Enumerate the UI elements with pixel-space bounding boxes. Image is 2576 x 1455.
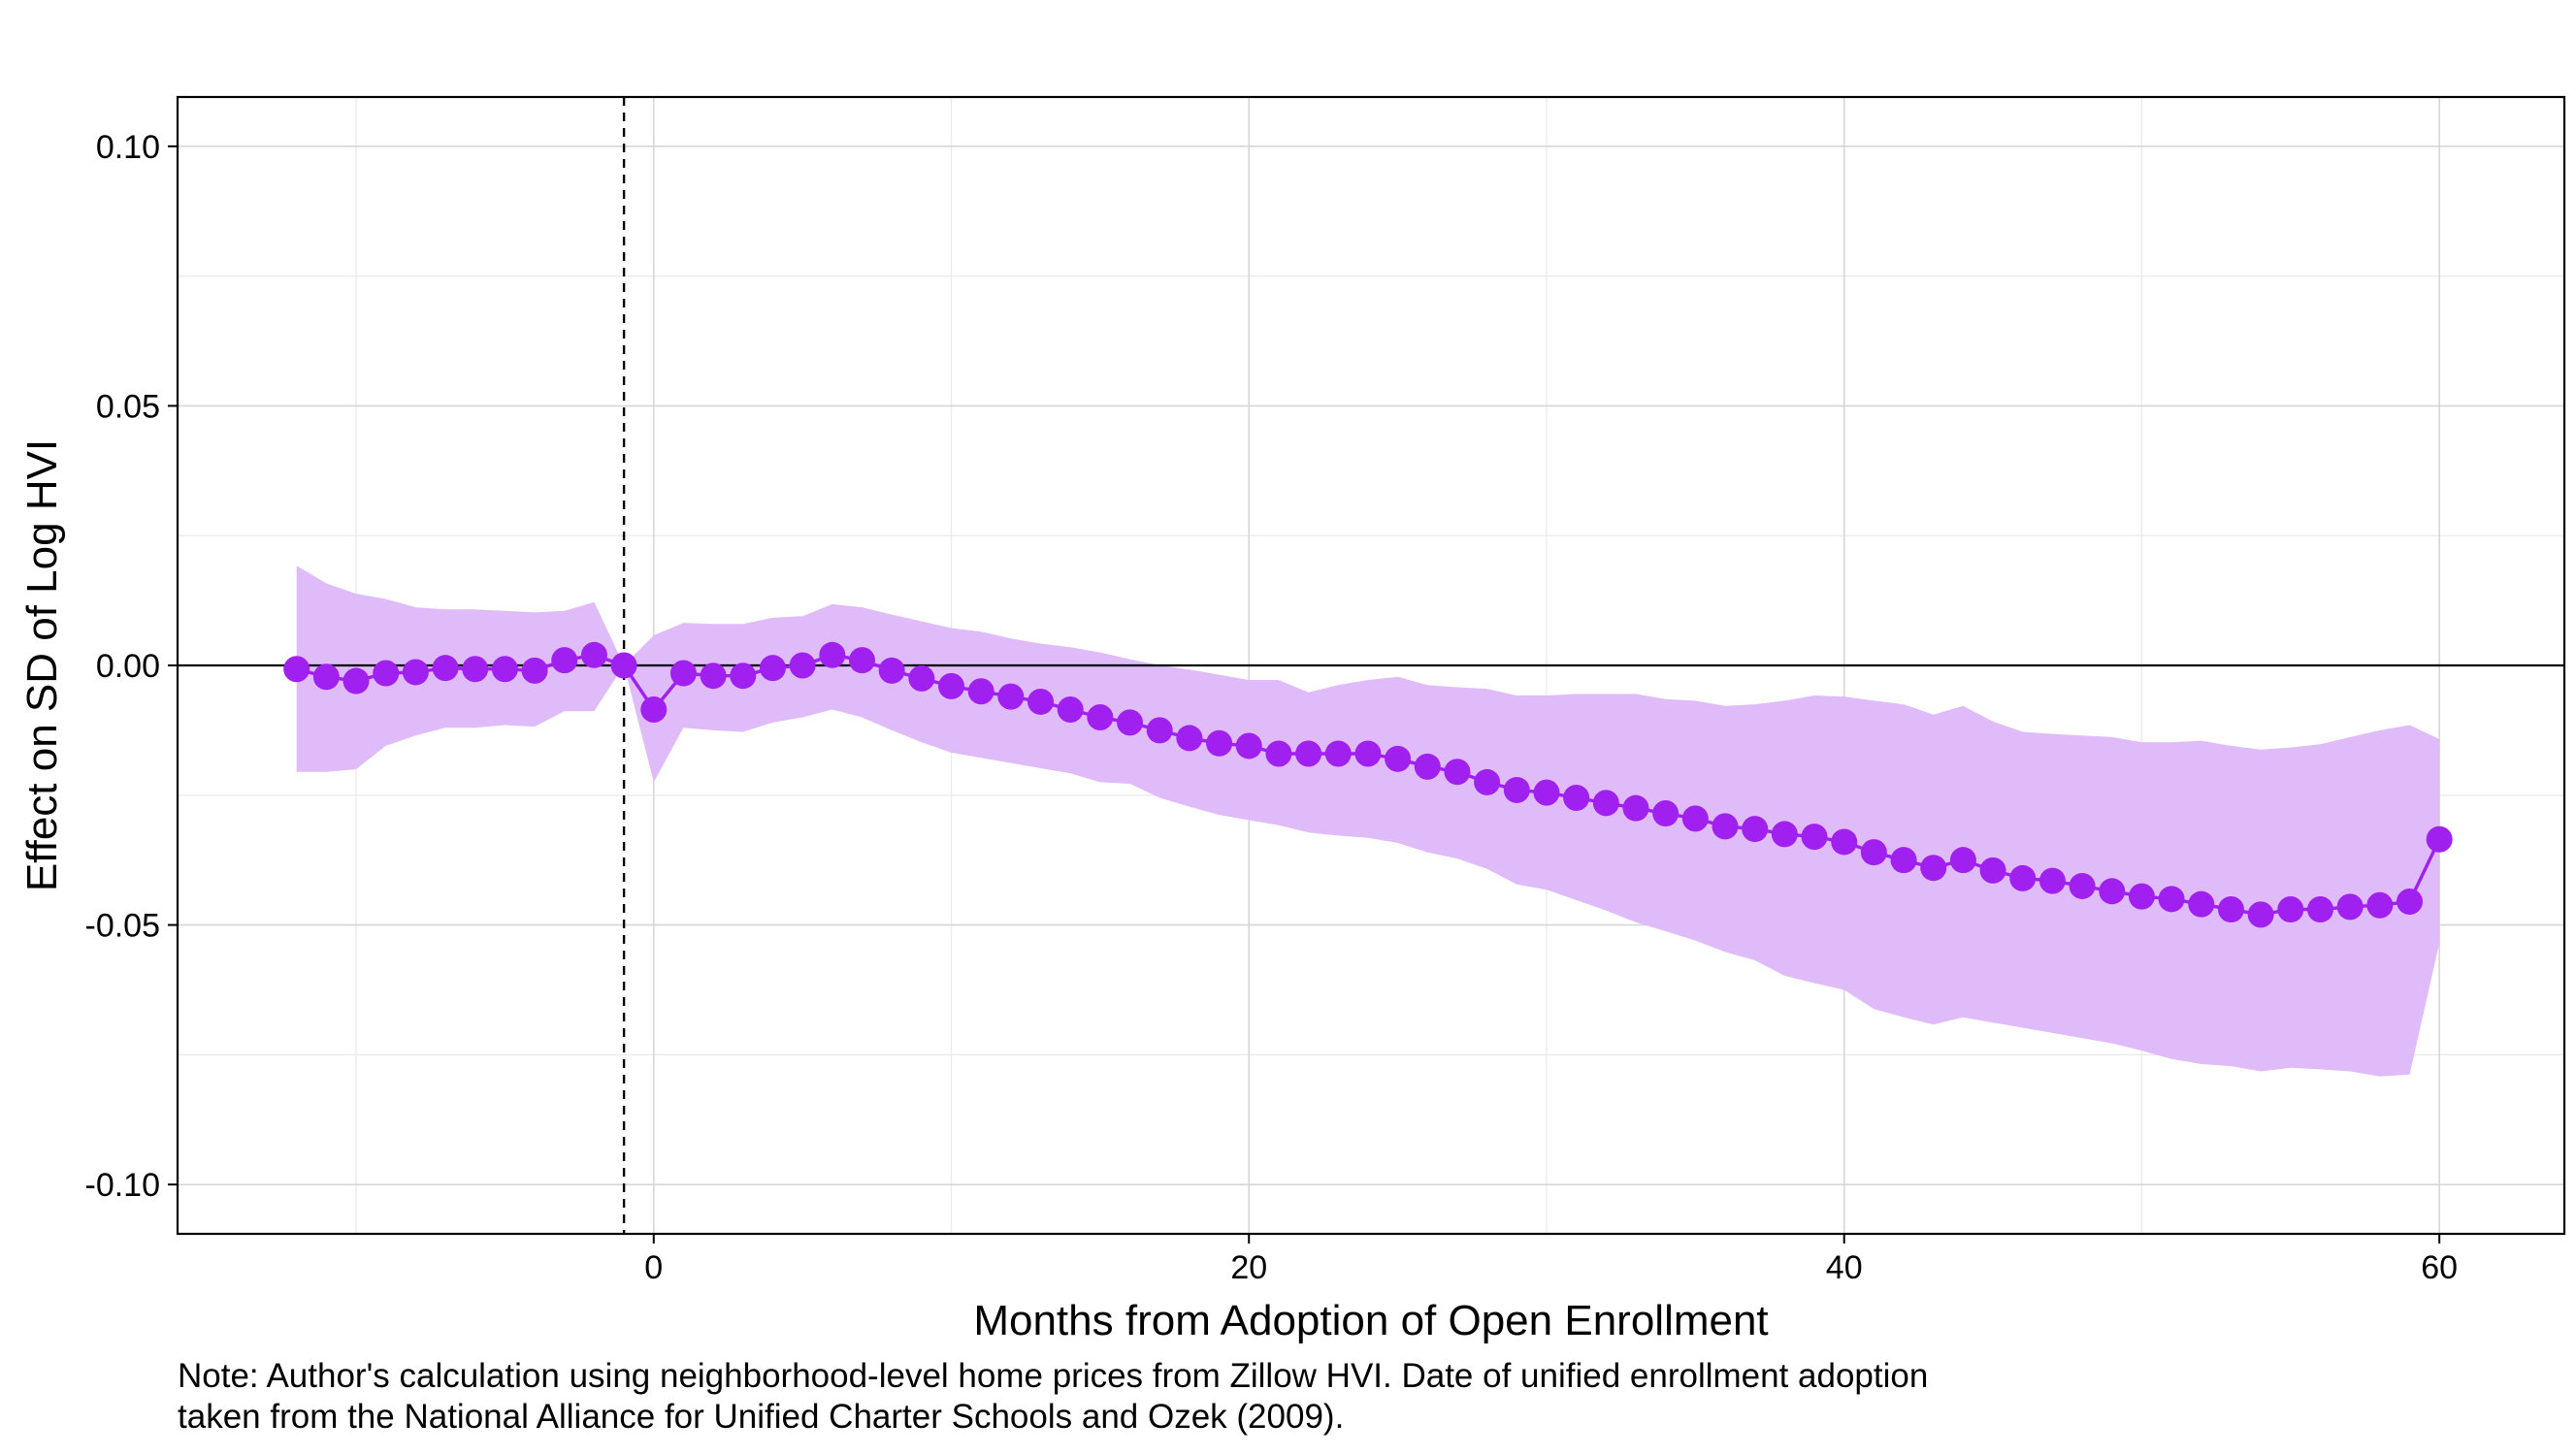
data-point — [1027, 688, 1055, 715]
data-point — [432, 655, 459, 682]
confidence-ribbon — [296, 566, 2440, 1077]
data-point — [1265, 740, 1292, 767]
data-point — [1117, 709, 1144, 736]
data-point — [580, 641, 607, 668]
y-axis-title: Effect on SD of Log HVI — [18, 439, 66, 891]
data-point — [1920, 855, 1947, 882]
data-point — [908, 664, 935, 692]
data-point — [1860, 839, 1887, 866]
confidence-ribbon-layer — [296, 566, 2440, 1077]
x-tick-label: 0 — [644, 1249, 663, 1286]
data-point — [1622, 794, 1649, 822]
x-tick-label: 60 — [2421, 1249, 2458, 1286]
data-point — [2069, 872, 2096, 899]
figure-note: Note: Author's calculation using neighbo… — [178, 1356, 2506, 1438]
data-point — [551, 647, 578, 674]
y-tick-label: 0.05 — [96, 388, 160, 425]
x-tick-label: 40 — [1826, 1249, 1863, 1286]
data-point — [402, 659, 429, 686]
data-point — [312, 663, 340, 691]
data-point — [1146, 717, 1173, 744]
data-point — [2366, 891, 2394, 919]
data-point — [373, 660, 400, 687]
data-point — [848, 647, 875, 674]
data-point — [2396, 888, 2423, 915]
data-point — [2247, 901, 2274, 928]
data-point — [759, 655, 786, 682]
data-point — [283, 656, 310, 683]
note-line-2: taken from the National Alliance for Uni… — [178, 1398, 1345, 1436]
data-point — [1057, 695, 1084, 723]
data-point — [2188, 890, 2215, 918]
data-point — [342, 667, 370, 695]
data-point — [789, 652, 816, 679]
data-point — [610, 652, 637, 679]
data-point — [1087, 704, 1114, 731]
data-point — [1414, 753, 1441, 780]
data-point — [1652, 800, 1679, 827]
data-point — [1742, 816, 1769, 843]
data-point — [1533, 779, 1560, 806]
data-point — [1801, 824, 1828, 851]
axis-layer: 0 20 40 60 -0.10 -0.05 0.00 0.05 0.10 — [85, 129, 2459, 1286]
data-point — [819, 641, 846, 668]
data-point — [2009, 864, 2037, 891]
data-point — [1206, 729, 1233, 757]
data-point — [700, 663, 727, 690]
data-point — [1771, 821, 1798, 848]
data-point — [1712, 813, 1739, 840]
data-point — [1176, 725, 1203, 752]
y-tick-label: -0.05 — [85, 908, 161, 945]
data-point — [1235, 732, 1262, 760]
data-point — [2306, 896, 2333, 923]
data-point — [1385, 745, 1412, 772]
data-point — [491, 656, 518, 683]
x-tick-label: 20 — [1230, 1249, 1267, 1286]
data-point — [1592, 790, 1619, 817]
data-point — [730, 663, 757, 690]
data-point — [2277, 896, 2304, 923]
data-point — [1354, 740, 1382, 767]
data-point — [1890, 847, 1917, 874]
y-tick-label: 0.10 — [96, 129, 160, 166]
x-axis-title: Months from Adoption of Open Enrollment — [973, 1297, 1768, 1344]
data-point — [1474, 768, 1501, 795]
data-point — [1681, 805, 1709, 832]
data-point — [1949, 847, 1976, 874]
data-point — [967, 678, 995, 705]
note-line-1: Note: Author's calculation using neighbo… — [178, 1357, 1929, 1395]
data-point — [1444, 759, 1471, 786]
y-tick-label: -0.10 — [85, 1167, 161, 1204]
data-point — [2426, 825, 2453, 853]
data-point — [1295, 740, 1322, 767]
data-point — [640, 695, 668, 723]
data-point — [1503, 776, 1530, 803]
series-points-layer — [283, 641, 2453, 928]
data-point — [521, 657, 548, 684]
data-point — [2336, 893, 2364, 921]
data-point — [2128, 883, 2155, 910]
data-point — [997, 683, 1025, 710]
data-point — [2038, 867, 2066, 894]
data-point — [462, 656, 489, 683]
data-point — [1831, 828, 1858, 856]
data-point — [2217, 896, 2244, 923]
data-point — [669, 660, 697, 687]
data-point — [878, 657, 905, 684]
data-point — [2158, 886, 2185, 913]
data-point — [1979, 857, 2006, 884]
data-point — [938, 672, 965, 699]
data-point — [1324, 740, 1352, 767]
data-point — [1563, 784, 1590, 811]
data-point — [2099, 878, 2126, 905]
y-tick-label: 0.00 — [96, 648, 160, 685]
